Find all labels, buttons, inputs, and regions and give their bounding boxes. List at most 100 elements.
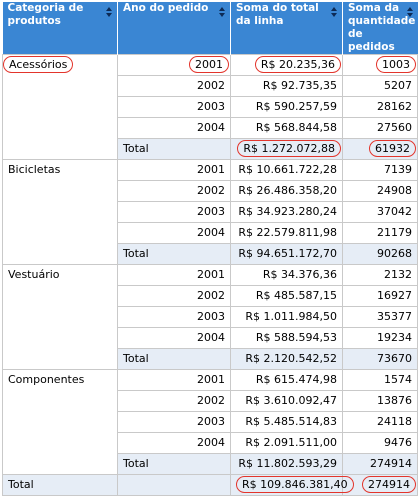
- year-cell: 2002: [117, 75, 231, 97]
- line-total-cell: R$ 5.485.514,83: [230, 411, 343, 433]
- sort-updown-icon[interactable]: [406, 7, 414, 19]
- table-row: 2002 R$ 26.486.358,20 24908: [3, 180, 418, 202]
- order-qty-cell: 1003: [342, 54, 418, 76]
- year-cell: 2004: [117, 432, 231, 454]
- year-cell: 2004: [117, 222, 231, 244]
- order-qty-cell: 28162: [342, 96, 418, 118]
- subtotal-order-qty: 61932: [369, 140, 416, 157]
- column-header-order-qty[interactable]: Soma da quantidade de pedidos: [342, 2, 418, 55]
- table-row: 2002 R$ 485.587,15 16927: [3, 285, 418, 307]
- line-total-cell: R$ 3.610.092,47: [230, 390, 343, 412]
- column-header-line-total[interactable]: Soma do total da linha: [230, 2, 343, 55]
- order-qty-cell: 9476: [342, 432, 418, 454]
- line-total-cell: R$ 588.594,53: [230, 327, 343, 349]
- order-qty-cell: 7139: [342, 159, 418, 181]
- order-qty-cell: 5207: [342, 75, 418, 97]
- grand-total-year-cell: [117, 474, 231, 496]
- year-cell: 2001: [117, 159, 231, 181]
- subtotal-label: Total: [117, 453, 231, 475]
- order-qty-cell: 35377: [342, 306, 418, 328]
- category-cell: Acessórios: [2, 54, 118, 160]
- line-total-cell: R$ 568.844,58: [230, 117, 343, 139]
- order-qty-cell: 24118: [342, 411, 418, 433]
- year-cell: 2003: [117, 201, 231, 223]
- column-header-label: Ano do pedido: [123, 2, 209, 14]
- table-row: 2003 R$ 590.257,59 28162: [3, 96, 418, 118]
- order-qty-cell: 2132: [342, 264, 418, 286]
- subtotal-line-total: R$ 2.120.542,52: [230, 348, 343, 370]
- line-total-cell: R$ 34.923.280,24: [230, 201, 343, 223]
- order-qty-cell: 24908: [342, 180, 418, 202]
- table-row: Componentes 2001 R$ 615.474,98 1574: [2, 369, 418, 475]
- column-header-year[interactable]: Ano do pedido: [117, 2, 231, 55]
- year-cell: 2001: [117, 54, 231, 76]
- subtotal-line-total: R$ 94.651.172,70: [230, 243, 343, 265]
- category-cell: Bicicletas: [2, 159, 118, 265]
- category-cell: Componentes: [2, 369, 118, 475]
- column-header-label: Categoria de produtos: [7, 2, 84, 27]
- header-row: Categoria de produtos Ano do pedido Soma…: [2, 2, 418, 55]
- order-qty-cell: 37042: [342, 201, 418, 223]
- subtotal-order-qty: 90268: [342, 243, 418, 265]
- sort-updown-icon[interactable]: [218, 7, 226, 19]
- subtotal-row: Total R$ 1.272.072,88 61932: [3, 138, 418, 160]
- line-total-cell: R$ 22.579.811,98: [230, 222, 343, 244]
- order-qty-cell: 16927: [342, 285, 418, 307]
- sort-updown-icon[interactable]: [330, 7, 338, 19]
- column-header-label: Soma do total da linha: [236, 2, 319, 27]
- table-row: 2004 R$ 588.594,53 19234: [3, 327, 418, 349]
- line-total-cell: R$ 92.735,35: [230, 75, 343, 97]
- line-total-cell: R$ 26.486.358,20: [230, 180, 343, 202]
- year-value: 2001: [189, 56, 229, 73]
- category-label: Acessórios: [3, 56, 74, 73]
- order-qty-cell: 13876: [342, 390, 418, 412]
- subtotal-label: Total: [117, 138, 231, 160]
- line-total-cell: R$ 20.235,36: [230, 54, 343, 76]
- subtotal-label: Total: [117, 243, 231, 265]
- line-total-cell: R$ 615.474,98: [230, 369, 343, 391]
- subtotal-order-qty: 73670: [342, 348, 418, 370]
- order-qty-value: 1003: [376, 56, 416, 73]
- line-total-value: R$ 20.235,36: [254, 56, 341, 73]
- table-row: 2003 R$ 1.011.984,50 35377: [3, 306, 418, 328]
- line-total-cell: R$ 485.587,15: [230, 285, 343, 307]
- year-cell: 2001: [117, 369, 231, 391]
- table-row: Bicicletas 2001 R$ 10.661.722,28 7139: [2, 159, 418, 265]
- order-qty-cell: 1574: [342, 369, 418, 391]
- subtotal-line-total: R$ 11.802.593,29: [230, 453, 343, 475]
- subtotal-line-total: R$ 1.272.072,88: [237, 140, 341, 157]
- subtotal-row: Total R$ 94.651.172,70 90268: [3, 243, 418, 265]
- order-qty-cell: 21179: [342, 222, 418, 244]
- column-header-label: Soma da quantidade de pedidos: [348, 2, 416, 53]
- order-qty-cell: 19234: [342, 327, 418, 349]
- year-cell: 2003: [117, 96, 231, 118]
- year-cell: 2001: [117, 264, 231, 286]
- line-total-cell: R$ 1.011.984,50: [230, 306, 343, 328]
- grand-total-order-qty: 274914: [362, 476, 416, 493]
- year-cell: 2002: [117, 390, 231, 412]
- sort-updown-icon[interactable]: [105, 7, 113, 19]
- column-header-category[interactable]: Categoria de produtos: [2, 2, 118, 55]
- year-cell: 2002: [117, 285, 231, 307]
- table-row: Acessórios 2001 R$ 20.235,36 1003: [2, 54, 418, 160]
- subtotal-line-total-cell: R$ 1.272.072,88: [230, 138, 343, 160]
- year-cell: 2003: [117, 411, 231, 433]
- line-total-cell: R$ 34.376,36: [230, 264, 343, 286]
- line-total-cell: R$ 590.257,59: [230, 96, 343, 118]
- subtotal-label: Total: [117, 348, 231, 370]
- table-row: 2004 R$ 22.579.811,98 21179: [3, 222, 418, 244]
- table-row: 2003 R$ 34.923.280,24 37042: [3, 201, 418, 223]
- line-total-cell: R$ 2.091.511,00: [230, 432, 343, 454]
- order-qty-cell: 27560: [342, 117, 418, 139]
- grand-total-line-total-cell: R$ 109.846.381,40: [230, 474, 354, 496]
- grand-total-order-qty-cell: 274914: [342, 474, 418, 496]
- year-cell: 2002: [117, 180, 231, 202]
- grand-total-label: Total: [2, 474, 118, 496]
- grand-total-row: Total R$ 109.846.381,40 274914: [2, 474, 418, 496]
- subtotal-order-qty-cell: 61932: [342, 138, 418, 160]
- grand-total-line-total: R$ 109.846.381,40: [236, 476, 354, 493]
- year-cell: 2004: [117, 117, 231, 139]
- line-total-cell: R$ 10.661.722,28: [230, 159, 343, 181]
- table-row: Vestuário 2001 R$ 34.376,36 2132: [2, 264, 418, 370]
